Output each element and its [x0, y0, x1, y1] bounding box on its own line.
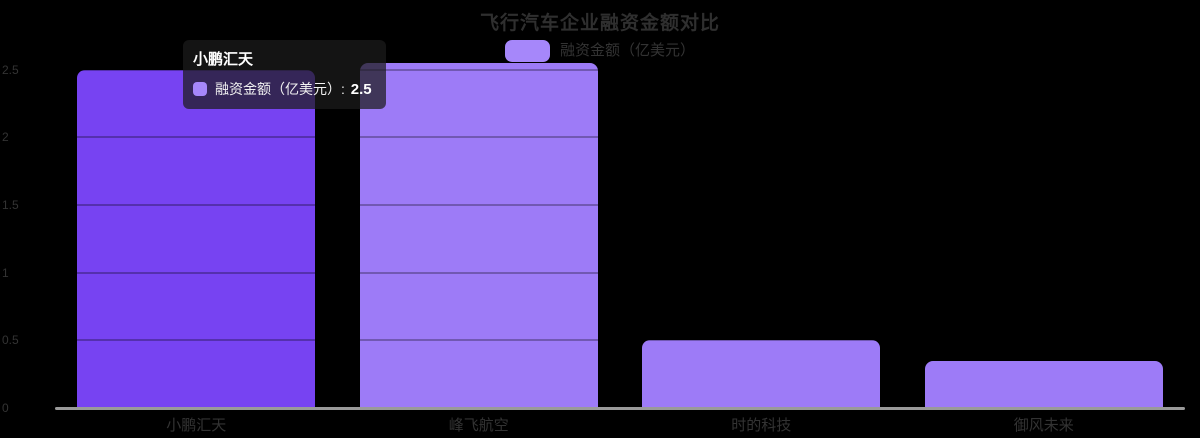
- legend-label: 融资金额（亿美元）: [559, 42, 695, 59]
- bar-时的科技[interactable]: [642, 340, 881, 408]
- x-axis-label-时的科技: 时的科技: [731, 417, 792, 434]
- gridline-1.5: [55, 203, 1185, 206]
- x-axis-label-峰飞航空: 峰飞航空: [448, 417, 509, 434]
- bar-小鹏汇天[interactable]: [77, 69, 316, 408]
- y-axis-label-2.5: 2.5: [2, 62, 19, 77]
- tooltip-separator: :: [341, 81, 349, 97]
- x-axis-label-小鹏汇天: 小鹏汇天: [166, 417, 227, 434]
- chart-title: 飞行汽车企业融资金额对比: [479, 13, 720, 34]
- gridline-1: [55, 271, 1185, 274]
- y-axis-label-0: 0: [2, 401, 9, 415]
- legend-item[interactable]: 融资金额（亿美元）: [0, 40, 1200, 62]
- bar-峰飞航空[interactable]: [359, 62, 598, 408]
- legend-swatch: [504, 40, 550, 62]
- gridline-2.5: [55, 68, 1185, 71]
- y-axis-label-1.5: 1.5: [2, 197, 19, 212]
- y-axis-label-0.5: 0.5: [2, 333, 19, 348]
- x-axis-line: [55, 407, 1185, 410]
- x-axis-label-御风未来: 御风未来: [1013, 417, 1074, 434]
- bar-御风未来[interactable]: [924, 360, 1163, 408]
- y-axis-label-1: 1: [2, 265, 9, 280]
- gridline-0.5: [55, 339, 1185, 342]
- y-axis-label-2: 2: [2, 130, 9, 145]
- gridline-2: [55, 136, 1185, 139]
